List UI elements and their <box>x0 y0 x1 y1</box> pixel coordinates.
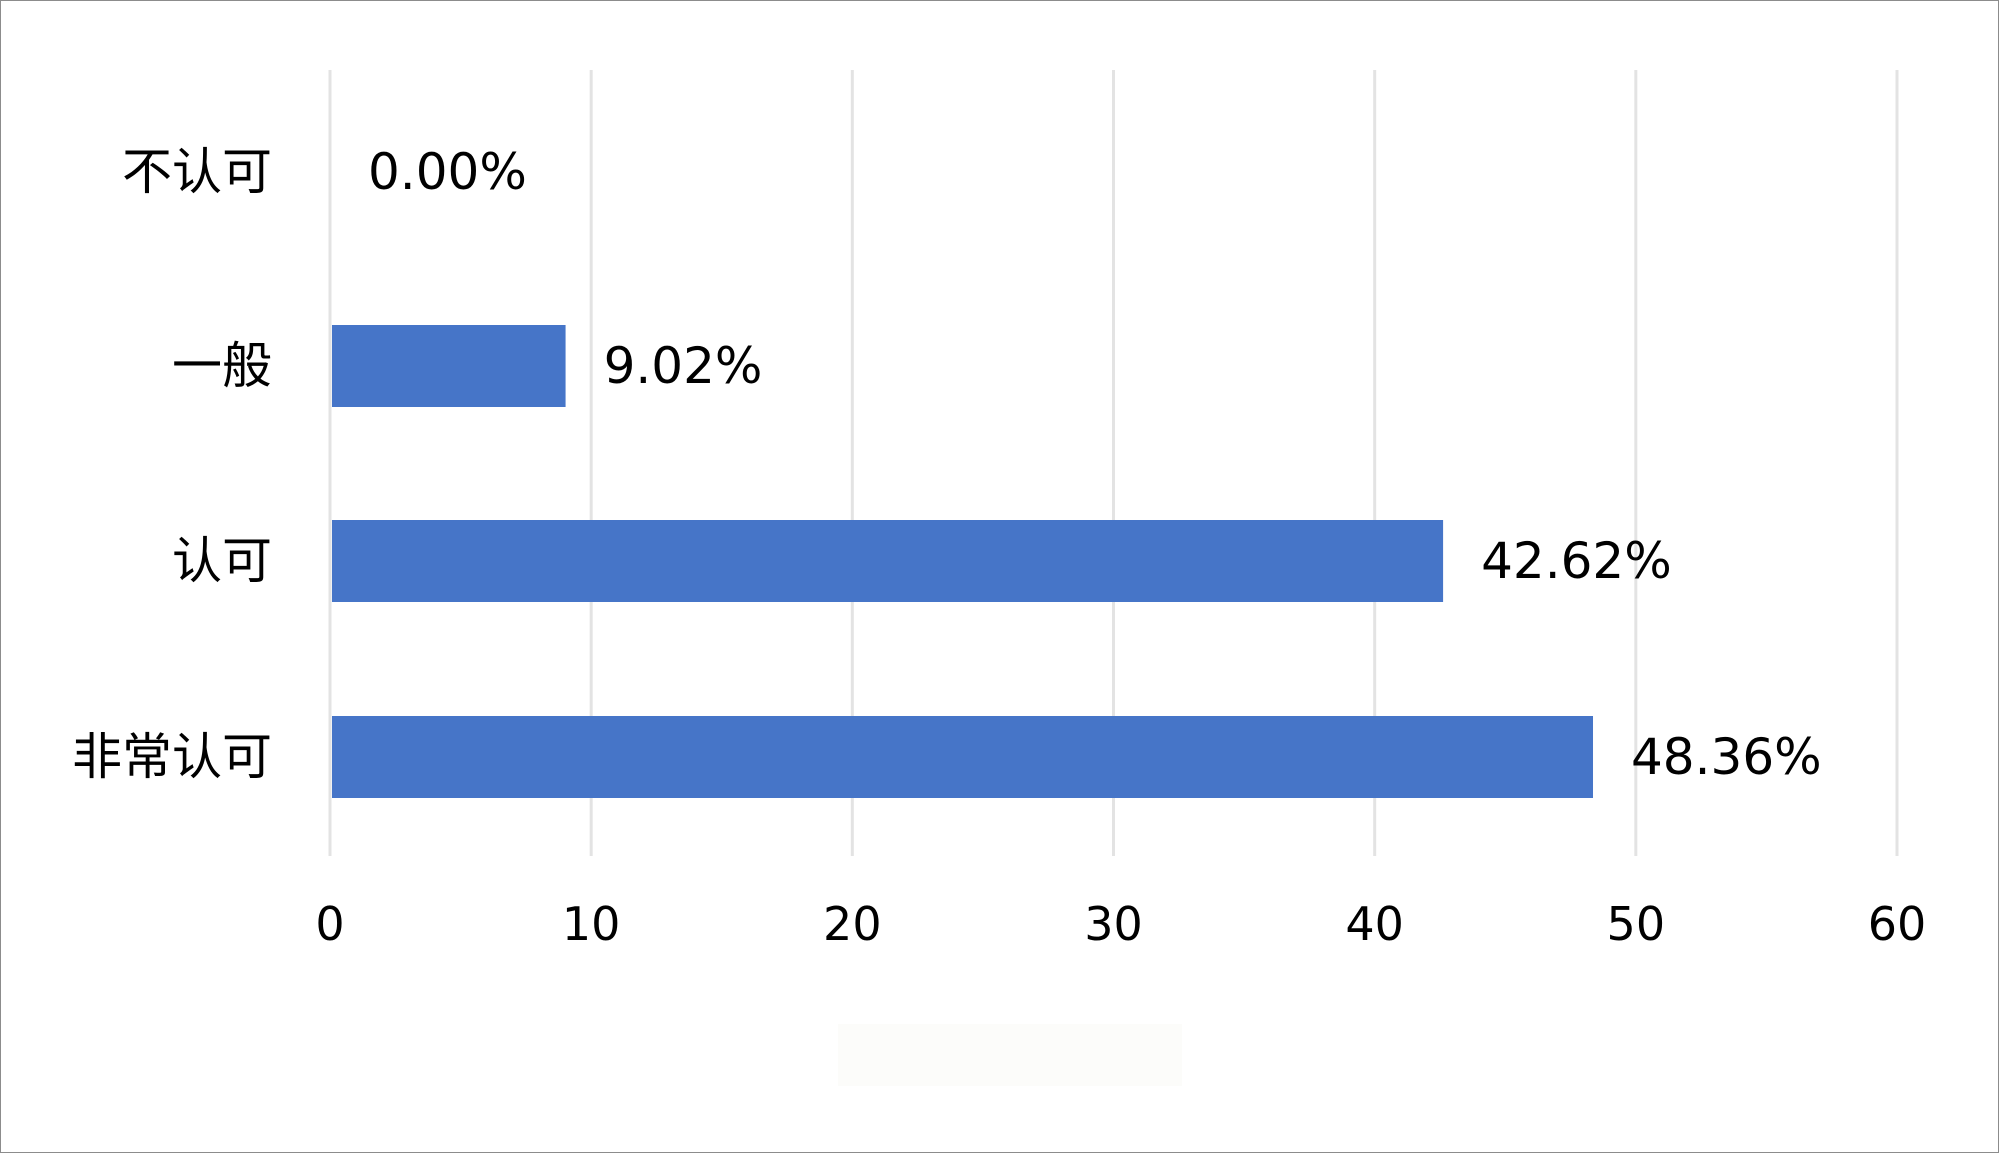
data-label-1: 9.02% <box>604 337 763 395</box>
category-label-1: 一般 <box>172 337 272 395</box>
bar-2 <box>332 520 1444 602</box>
bars <box>332 325 1594 798</box>
category-label-3: 非常认可 <box>72 728 272 786</box>
tick-label-60: 60 <box>1868 897 1927 951</box>
tick-label-30: 30 <box>1084 897 1143 951</box>
legend-area <box>838 1024 1182 1086</box>
tick-label-40: 40 <box>1345 897 1404 951</box>
bar-3 <box>332 716 1594 798</box>
bar-1 <box>332 325 566 407</box>
tick-label-10: 10 <box>562 897 621 951</box>
data-labels: 0.00% 9.02% 42.62% 48.36% <box>368 143 1822 786</box>
category-label-0: 不认可 <box>122 143 272 201</box>
tick-label-0: 0 <box>315 897 344 951</box>
data-label-0: 0.00% <box>368 143 527 201</box>
data-label-2: 42.62% <box>1481 532 1672 590</box>
category-label-2: 认可 <box>172 532 272 590</box>
tick-label-50: 50 <box>1607 897 1666 951</box>
value-axis-ticks: 0 10 20 30 40 50 60 <box>315 897 1926 951</box>
tick-label-20: 20 <box>823 897 882 951</box>
data-label-3: 48.36% <box>1631 728 1822 786</box>
